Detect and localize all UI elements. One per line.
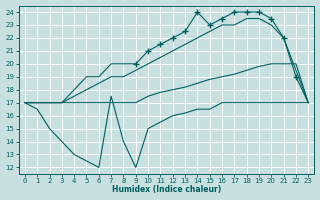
X-axis label: Humidex (Indice chaleur): Humidex (Indice chaleur) (112, 185, 221, 194)
